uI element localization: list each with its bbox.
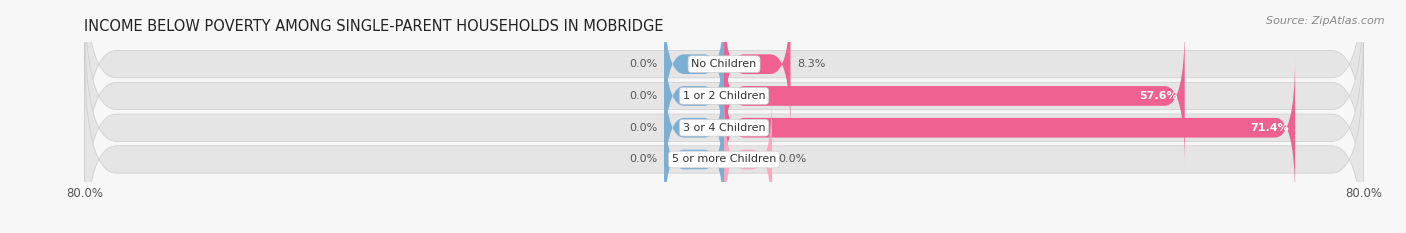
Text: 1 or 2 Children: 1 or 2 Children xyxy=(683,91,765,101)
FancyBboxPatch shape xyxy=(84,14,1364,233)
FancyBboxPatch shape xyxy=(724,90,772,229)
FancyBboxPatch shape xyxy=(664,58,724,197)
Text: 0.0%: 0.0% xyxy=(630,59,658,69)
Text: 0.0%: 0.0% xyxy=(630,91,658,101)
FancyBboxPatch shape xyxy=(84,0,1364,209)
FancyBboxPatch shape xyxy=(664,26,724,165)
FancyBboxPatch shape xyxy=(84,46,1364,233)
Text: 8.3%: 8.3% xyxy=(797,59,825,69)
FancyBboxPatch shape xyxy=(724,0,790,134)
Text: 0.0%: 0.0% xyxy=(779,154,807,164)
FancyBboxPatch shape xyxy=(724,26,1185,165)
Text: INCOME BELOW POVERTY AMONG SINGLE-PARENT HOUSEHOLDS IN MOBRIDGE: INCOME BELOW POVERTY AMONG SINGLE-PARENT… xyxy=(84,19,664,34)
Text: 0.0%: 0.0% xyxy=(630,154,658,164)
Text: Source: ZipAtlas.com: Source: ZipAtlas.com xyxy=(1267,16,1385,26)
Text: 3 or 4 Children: 3 or 4 Children xyxy=(683,123,765,133)
FancyBboxPatch shape xyxy=(724,58,1295,197)
Text: 5 or more Children: 5 or more Children xyxy=(672,154,776,164)
FancyBboxPatch shape xyxy=(664,90,724,229)
FancyBboxPatch shape xyxy=(664,0,724,134)
Text: No Children: No Children xyxy=(692,59,756,69)
Text: 71.4%: 71.4% xyxy=(1250,123,1289,133)
Text: 57.6%: 57.6% xyxy=(1140,91,1178,101)
Text: 0.0%: 0.0% xyxy=(630,123,658,133)
FancyBboxPatch shape xyxy=(84,0,1364,178)
